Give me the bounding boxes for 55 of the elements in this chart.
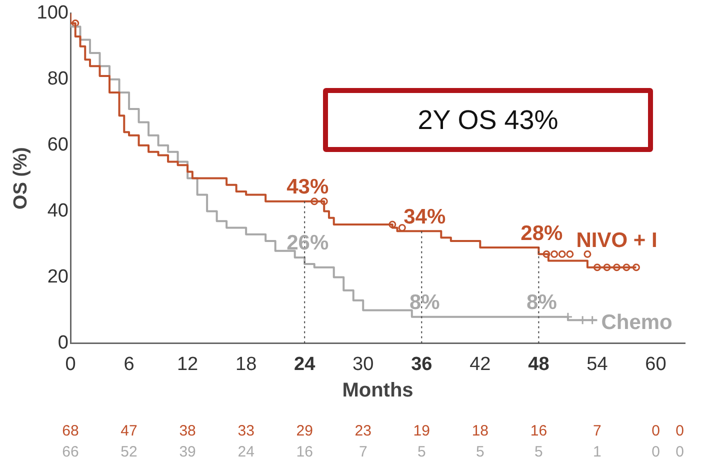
annotation: 26%: [286, 232, 329, 255]
text: 29: [296, 422, 313, 440]
x-tick-label: 6: [124, 354, 134, 375]
y-tick-label: 0: [58, 332, 68, 354]
point: [584, 250, 592, 258]
text: 39: [179, 443, 196, 460]
x-tick-label: 42: [470, 354, 491, 375]
text: 66: [62, 443, 79, 460]
point: [566, 250, 574, 258]
text: 52: [120, 443, 138, 460]
x-tick-label: 30: [352, 354, 374, 375]
annotation: 8%: [526, 291, 558, 314]
text: 68: [62, 422, 79, 440]
text: 0: [652, 422, 660, 440]
text: 24: [238, 443, 254, 460]
point: [550, 250, 558, 258]
annotation: 2Y OS 43%: [323, 88, 653, 152]
text: 47: [120, 422, 138, 440]
y-tick-label: 40: [47, 200, 68, 222]
x-tick-label: 24: [294, 354, 316, 375]
x-axis-title: Months: [342, 380, 414, 402]
text: 5: [534, 443, 543, 460]
annotation: 8%: [409, 291, 440, 314]
text: 0: [652, 443, 660, 460]
text: 23: [354, 422, 372, 440]
y-tick-label: 80: [47, 68, 68, 90]
text: 5: [417, 443, 426, 460]
text: 0: [676, 443, 684, 460]
x-tick-label: 12: [176, 354, 198, 375]
x-tick-label: 60: [645, 354, 666, 375]
text: 16: [296, 443, 313, 460]
x-tick-label: 36: [411, 354, 432, 375]
point: [558, 250, 566, 258]
text: 5: [476, 443, 484, 460]
text: 18: [472, 422, 489, 440]
y-tick-label: 60: [47, 134, 68, 156]
y-tick-label: 20: [47, 266, 68, 288]
annotation: 43%: [286, 176, 329, 199]
text: 38: [179, 422, 196, 440]
annotation: 28%: [520, 222, 564, 245]
text: 0: [676, 422, 684, 440]
y-axis-title: OS (%): [10, 147, 32, 210]
text: 33: [238, 422, 254, 440]
y-tick-label: 100: [36, 2, 68, 24]
text: 7: [358, 443, 368, 460]
x-tick-label: 54: [586, 354, 608, 375]
annotation: 34%: [404, 205, 446, 228]
text: 7: [593, 422, 602, 440]
text: 1: [593, 443, 602, 460]
x-tick-label: 48: [528, 354, 550, 375]
series-label: Chemo: [601, 310, 672, 334]
x-tick-label: 18: [236, 354, 257, 375]
text: 19: [413, 422, 430, 440]
text: 16: [530, 422, 548, 440]
series-label: NIVO + I: [576, 229, 658, 252]
